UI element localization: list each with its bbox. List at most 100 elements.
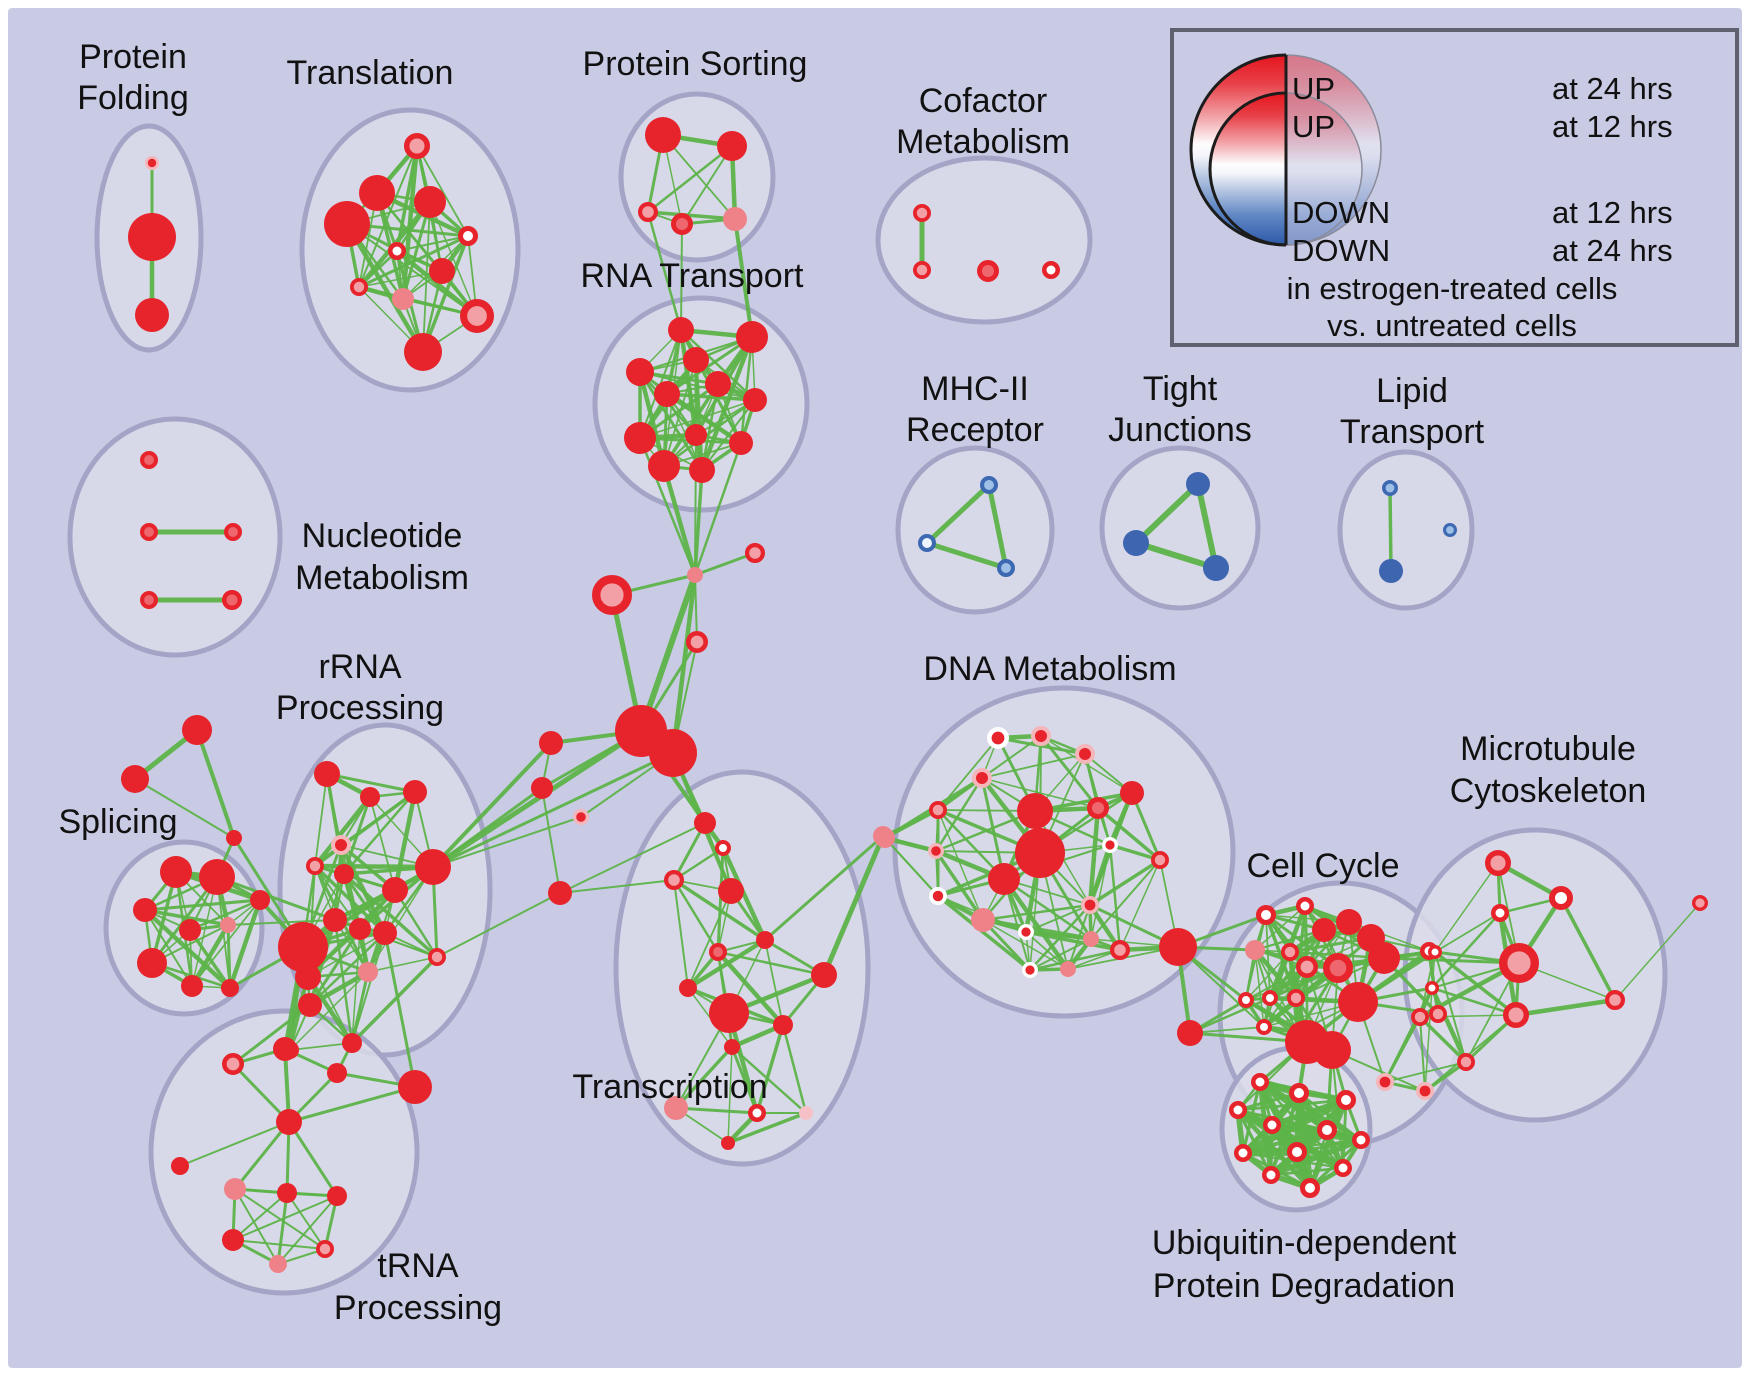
node-dna-19[interactable] bbox=[1021, 961, 1038, 978]
node-sp-2[interactable] bbox=[133, 898, 157, 922]
node-ub-7[interactable] bbox=[1234, 1144, 1252, 1162]
node-mt-0[interactable] bbox=[1484, 849, 1511, 876]
node-rrna-6[interactable] bbox=[415, 849, 451, 885]
node-free-f9[interactable] bbox=[548, 881, 572, 905]
node-free-f8[interactable] bbox=[572, 808, 589, 825]
node-tight-1[interactable] bbox=[1123, 530, 1149, 556]
node-dna-14[interactable] bbox=[929, 887, 948, 906]
node-rnat-10[interactable] bbox=[648, 450, 680, 482]
node-rnat-4[interactable] bbox=[705, 371, 731, 397]
node-tx-10[interactable] bbox=[664, 1096, 688, 1120]
node-rnat-8[interactable] bbox=[685, 424, 707, 446]
node-rrna-13[interactable] bbox=[428, 948, 447, 967]
node-rrna-1[interactable] bbox=[360, 787, 380, 807]
node-rrna-14[interactable] bbox=[358, 962, 378, 982]
node-rrna-0[interactable] bbox=[314, 761, 340, 787]
node-cc-20[interactable] bbox=[1429, 1005, 1448, 1024]
node-mhc-0[interactable] bbox=[980, 475, 999, 494]
node-tx-2[interactable] bbox=[663, 869, 684, 890]
node-rrna-16[interactable] bbox=[342, 1033, 362, 1053]
node-cc-11[interactable] bbox=[1262, 990, 1278, 1006]
node-dna-13[interactable] bbox=[1151, 851, 1170, 870]
node-cc-6[interactable] bbox=[1245, 940, 1265, 960]
node-dna-12[interactable] bbox=[1102, 836, 1119, 853]
node-free-t0[interactable] bbox=[182, 715, 212, 745]
node-ub-10[interactable] bbox=[1334, 1159, 1352, 1177]
node-free-iso[interactable] bbox=[1692, 894, 1709, 911]
node-ub-8[interactable] bbox=[1287, 1142, 1307, 1162]
node-tr-2[interactable] bbox=[414, 186, 446, 218]
node-dna-7[interactable] bbox=[875, 828, 895, 848]
node-ub-2[interactable] bbox=[1336, 1090, 1356, 1110]
node-dna-11[interactable] bbox=[988, 863, 1020, 895]
node-tx-13[interactable] bbox=[721, 1136, 735, 1150]
node-tr-0[interactable] bbox=[404, 132, 431, 159]
node-ps-4[interactable] bbox=[723, 207, 747, 231]
node-dna-8[interactable] bbox=[927, 842, 944, 859]
node-ps-2[interactable] bbox=[637, 202, 658, 223]
node-rrna-9[interactable] bbox=[349, 918, 371, 940]
node-free-f6[interactable] bbox=[539, 731, 563, 755]
node-cof-1[interactable] bbox=[913, 261, 932, 280]
node-rnat-1[interactable] bbox=[736, 321, 768, 353]
node-free-t2[interactable] bbox=[226, 830, 242, 846]
node-rrna-15[interactable] bbox=[298, 993, 322, 1017]
node-tr-9[interactable] bbox=[460, 299, 495, 334]
node-trna-2[interactable] bbox=[327, 1063, 347, 1083]
node-rnat-2[interactable] bbox=[683, 347, 709, 373]
node-dna-4[interactable] bbox=[929, 801, 948, 820]
node-cc-10[interactable] bbox=[1238, 992, 1254, 1008]
node-free-f3[interactable] bbox=[685, 630, 708, 653]
node-tx-5[interactable] bbox=[709, 943, 728, 962]
node-ub-5[interactable] bbox=[1317, 1120, 1337, 1140]
node-tr-1[interactable] bbox=[359, 175, 395, 211]
node-mt-7[interactable] bbox=[1502, 1001, 1529, 1028]
node-tx-8[interactable] bbox=[709, 993, 749, 1033]
node-dna-18[interactable] bbox=[1083, 931, 1099, 947]
node-rnat-6[interactable] bbox=[743, 388, 767, 412]
node-mt-10[interactable] bbox=[1376, 1073, 1395, 1092]
node-sp-1[interactable] bbox=[199, 859, 235, 895]
node-cc-7[interactable] bbox=[1281, 943, 1300, 962]
node-rnat-11[interactable] bbox=[689, 457, 715, 483]
node-sp-3[interactable] bbox=[179, 919, 201, 941]
node-tr-4[interactable] bbox=[458, 226, 478, 246]
node-lipid-2[interactable] bbox=[1442, 523, 1457, 538]
node-trna-6[interactable] bbox=[224, 1178, 246, 1200]
node-cof-0[interactable] bbox=[913, 203, 932, 222]
node-tight-2[interactable] bbox=[1203, 555, 1229, 581]
node-tr-10[interactable] bbox=[404, 333, 442, 371]
node-cc-5[interactable] bbox=[1368, 942, 1400, 974]
node-cc-8[interactable] bbox=[1296, 955, 1319, 978]
node-mt-4[interactable] bbox=[1498, 943, 1539, 984]
node-trna-7[interactable] bbox=[277, 1183, 297, 1203]
node-rrna-3[interactable] bbox=[331, 835, 351, 855]
node-rnat-9[interactable] bbox=[729, 431, 753, 455]
node-rrna-12[interactable] bbox=[295, 964, 321, 990]
node-dna-1[interactable] bbox=[1031, 726, 1051, 746]
node-mt-9[interactable] bbox=[1457, 1053, 1476, 1072]
node-cc-0[interactable] bbox=[1256, 905, 1276, 925]
node-tx-3[interactable] bbox=[718, 878, 744, 904]
node-sp-4[interactable] bbox=[220, 917, 236, 933]
node-rrna-4[interactable] bbox=[306, 857, 325, 876]
node-free-f7[interactable] bbox=[531, 777, 553, 799]
node-dna-20[interactable] bbox=[1060, 961, 1076, 977]
node-free-f5[interactable] bbox=[649, 729, 697, 777]
node-cc-12[interactable] bbox=[1287, 989, 1306, 1008]
node-dna-10[interactable] bbox=[1015, 828, 1065, 878]
node-sp-7[interactable] bbox=[221, 979, 239, 997]
node-mt-8[interactable] bbox=[1604, 989, 1625, 1010]
node-ub-4[interactable] bbox=[1263, 1116, 1281, 1134]
node-sp-6[interactable] bbox=[181, 975, 203, 997]
node-cc-17[interactable] bbox=[1313, 1031, 1351, 1069]
node-ub-11[interactable] bbox=[1300, 1178, 1320, 1198]
node-cc-14[interactable] bbox=[1256, 1019, 1272, 1035]
node-tx-9[interactable] bbox=[773, 1015, 793, 1035]
node-ps-0[interactable] bbox=[645, 117, 681, 153]
node-ps-3[interactable] bbox=[670, 213, 693, 236]
node-ub-9[interactable] bbox=[1262, 1166, 1280, 1184]
node-tx-12[interactable] bbox=[799, 1106, 813, 1120]
node-dna-0[interactable] bbox=[986, 726, 1009, 749]
node-free-f0[interactable] bbox=[687, 567, 703, 583]
